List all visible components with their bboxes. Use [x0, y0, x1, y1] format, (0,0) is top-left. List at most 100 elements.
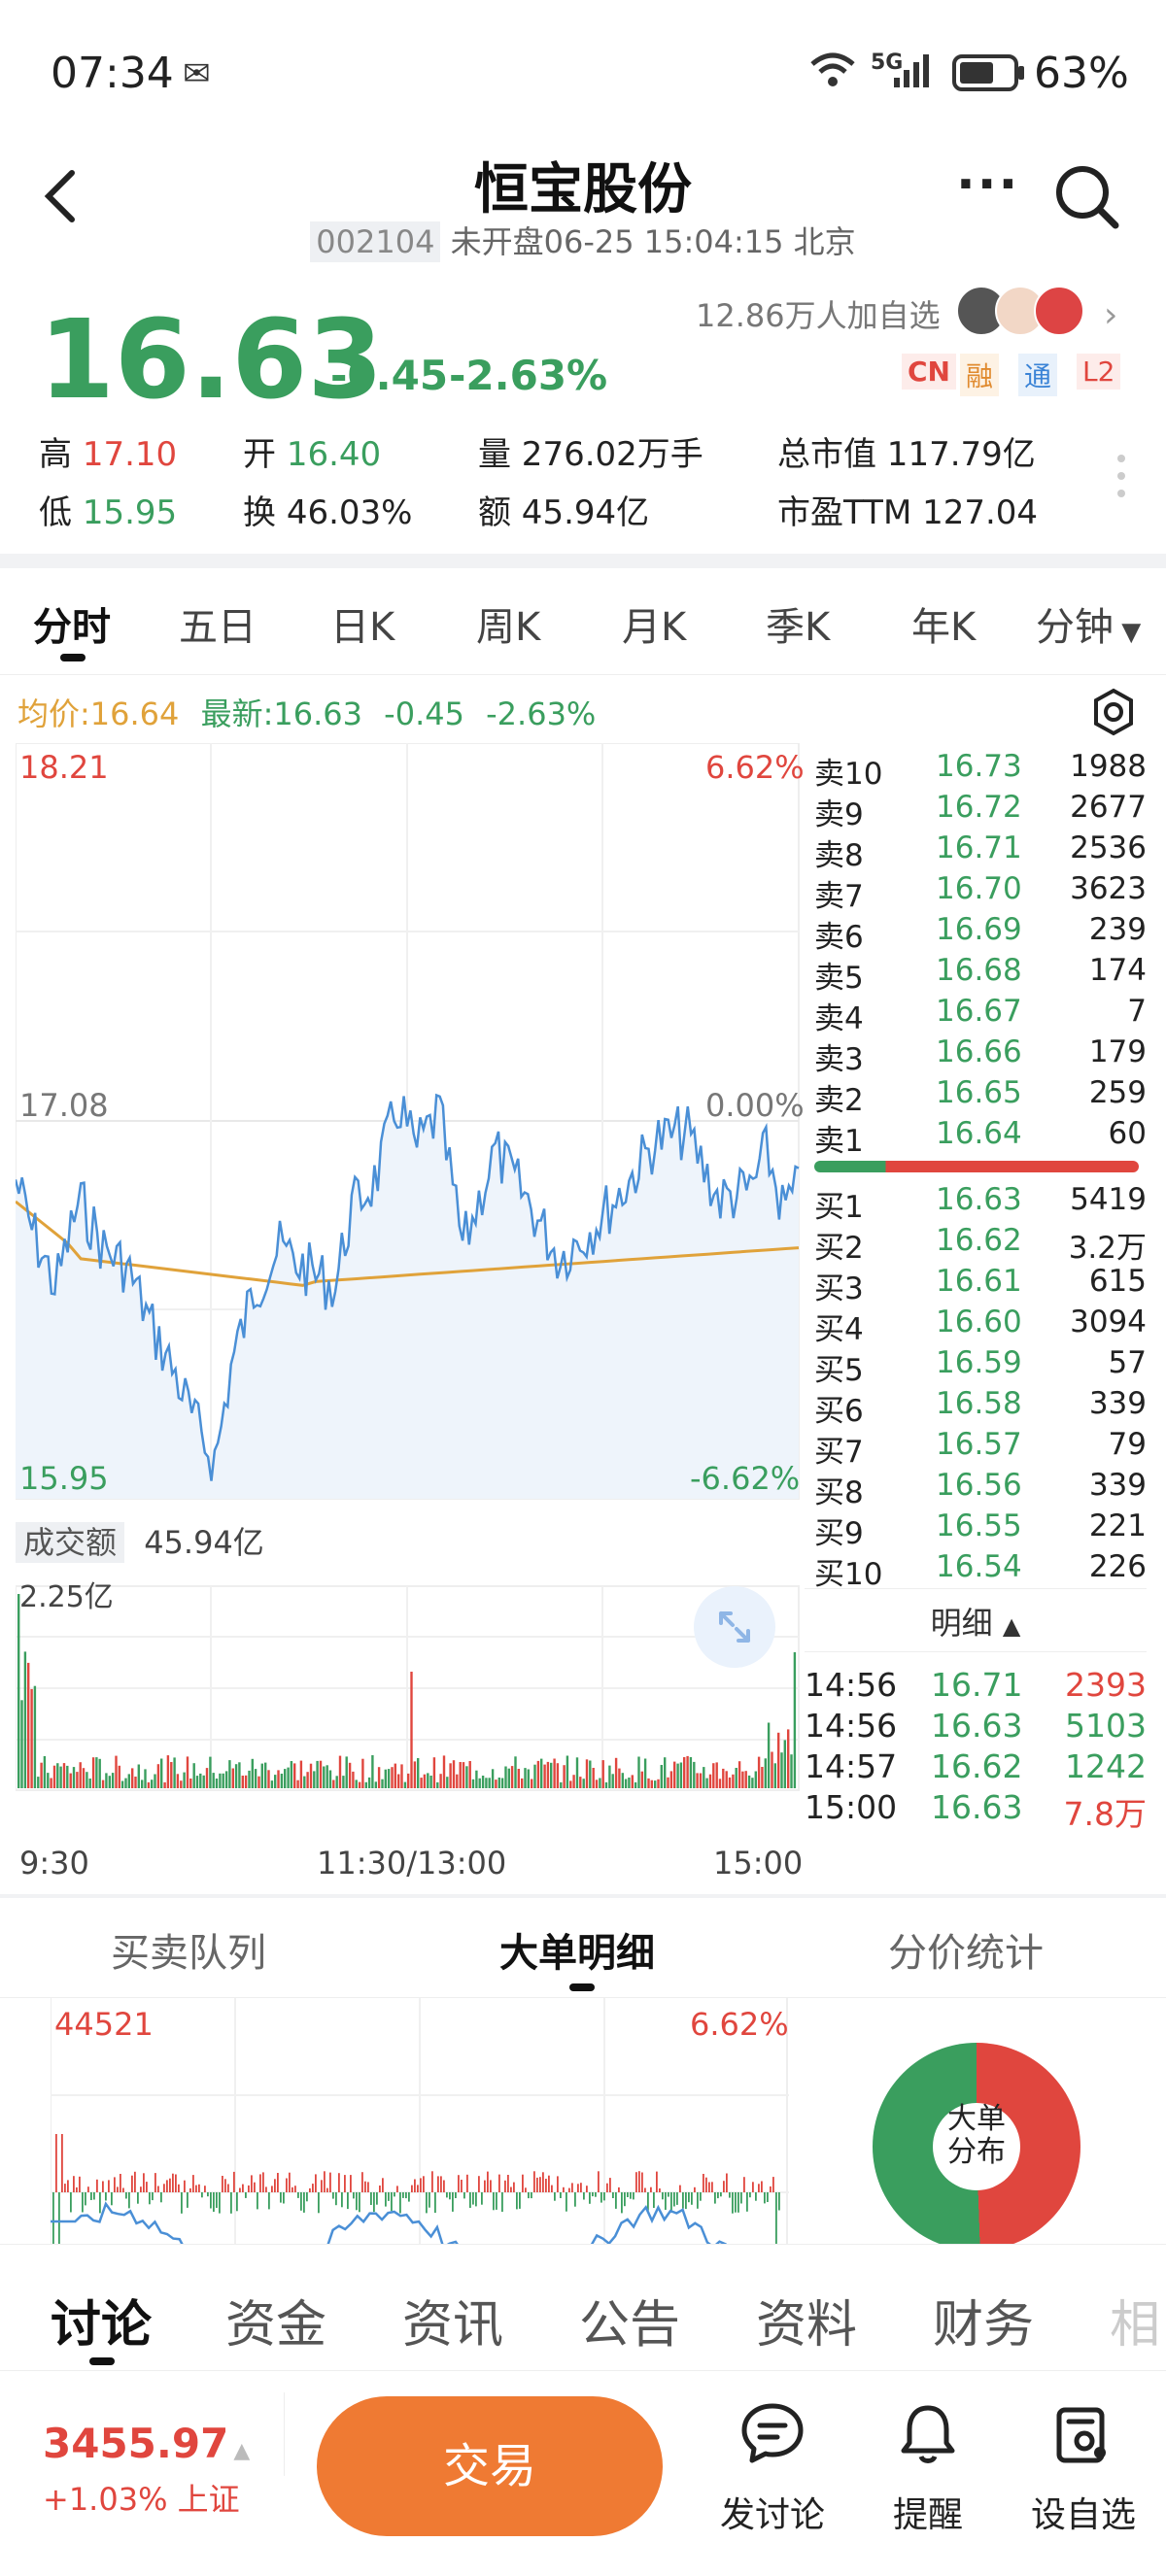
ask-row[interactable]: 卖3 16.66 179 — [814, 1034, 1147, 1077]
tab-funds[interactable]: 资金 — [225, 2296, 327, 2355]
tab-price-stats[interactable]: 分价统计 — [888, 1931, 1044, 1976]
tab-big-order[interactable]: 大单明细 — [499, 1931, 655, 1976]
chat-icon — [741, 2403, 804, 2463]
ask-row[interactable]: 卖10 16.73 1988 — [814, 749, 1147, 792]
big-order-bar — [446, 2192, 448, 2198]
detail-toggle[interactable]: 明细 ▲ — [805, 1588, 1147, 1652]
caret-down-icon: ▼ — [1114, 618, 1142, 647]
trade-button[interactable]: 交易 — [317, 2396, 663, 2536]
volume-bar — [105, 1773, 108, 1788]
bid-row[interactable]: 买7 16.57 79 — [814, 1427, 1147, 1470]
ask-row[interactable]: 卖5 16.68 174 — [814, 953, 1147, 996]
volume-bar — [556, 1763, 560, 1788]
badge-cn[interactable]: CN — [902, 354, 956, 390]
tab-news[interactable]: 资讯 — [402, 2296, 504, 2355]
bid-row[interactable]: 买6 16.58 339 — [814, 1386, 1147, 1429]
index-ticker[interactable]: 3455.97 ▲ +1.03% 上证 — [43, 2420, 250, 2520]
tab-quarterly-k[interactable]: 季K — [766, 605, 831, 650]
badge-connect[interactable]: 通 — [1018, 354, 1058, 396]
volume-label[interactable]: 成交额 — [16, 1522, 125, 1563]
volume-bar — [260, 1763, 263, 1788]
volume-bar — [338, 1755, 342, 1788]
stat-low: 低 15.95 — [39, 486, 177, 533]
back-icon[interactable] — [39, 167, 82, 225]
volume-bar — [546, 1761, 550, 1788]
volume-bar — [442, 1755, 446, 1788]
ask-row[interactable]: 卖6 16.69 239 — [814, 912, 1147, 955]
watchers-count[interactable]: 12.86万人加自选 — [696, 297, 941, 334]
tab-profile[interactable]: 资料 — [756, 2296, 858, 2355]
big-order-bar — [195, 2185, 197, 2192]
reminder-button[interactable]: 提醒 — [855, 2400, 1001, 2537]
tab-discussion[interactable]: 讨论 — [51, 2296, 153, 2355]
ask-row[interactable]: 卖1 16.64 60 — [814, 1116, 1147, 1159]
more-icon[interactable]: ··· — [956, 155, 1020, 214]
search-icon[interactable] — [1053, 163, 1121, 231]
big-order-bar — [668, 2192, 669, 2197]
volume-bar — [400, 1764, 403, 1788]
badge-margin[interactable]: 融 — [960, 354, 1000, 396]
ask-row[interactable]: 卖4 16.67 7 — [814, 994, 1147, 1036]
big-order-bar — [717, 2192, 719, 2199]
volume-bar — [744, 1771, 747, 1788]
big-order-chart[interactable] — [51, 1998, 793, 2244]
bid-volume: 57 — [1108, 1345, 1147, 1380]
bid-row[interactable]: 买1 16.63 5419 — [814, 1182, 1147, 1225]
bid-row[interactable]: 买9 16.55 221 — [814, 1508, 1147, 1551]
volume-bar — [708, 1774, 712, 1788]
more-stats-icon[interactable] — [1117, 455, 1127, 497]
bid-row[interactable]: 买10 16.54 226 — [814, 1549, 1147, 1592]
ask-row[interactable]: 卖9 16.72 2677 — [814, 790, 1147, 832]
volume-bar — [241, 1776, 244, 1788]
tab-weekly-k[interactable]: 周K — [476, 605, 541, 650]
volume-bar — [144, 1769, 147, 1788]
big-order-bar — [70, 2192, 72, 2213]
active-tab-indicator — [60, 654, 86, 661]
bid-row[interactable]: 买3 16.61 615 — [814, 1264, 1147, 1306]
bid-row[interactable]: 买8 16.56 339 — [814, 1468, 1147, 1510]
tab-monthly-k[interactable]: 月K — [622, 605, 687, 650]
bid-volume: 3.2万 — [1068, 1231, 1147, 1266]
big-order-bar — [778, 2192, 780, 2211]
tab-announcements[interactable]: 公告 — [579, 2296, 681, 2355]
bid-label: 买4 — [814, 1312, 864, 1347]
content-tabs: 讨论 资金 资讯 公告 资料 财务 相 — [0, 2244, 1166, 2370]
tab-minute[interactable]: 分钟 ▼ — [1036, 595, 1141, 652]
ask-row[interactable]: 卖2 16.65 259 — [814, 1075, 1147, 1118]
volume-bar — [299, 1760, 303, 1788]
volume-bar — [47, 1773, 50, 1788]
tab-daily-k[interactable]: 日K — [330, 605, 395, 650]
tab-financials[interactable]: 财务 — [933, 2296, 1035, 2355]
big-order-bar — [192, 2175, 194, 2192]
bid-row[interactable]: 买5 16.59 57 — [814, 1345, 1147, 1388]
bid-volume: 339 — [1088, 1386, 1147, 1421]
volume-bar — [475, 1770, 478, 1788]
big-order-bar — [122, 2187, 124, 2192]
settings-icon[interactable] — [1088, 687, 1139, 737]
big-order-bar — [137, 2192, 139, 2204]
ask-row[interactable]: 卖7 16.70 3623 — [814, 871, 1147, 914]
big-order-donut[interactable]: 大单 分布 — [873, 2043, 1080, 2244]
tab-related[interactable]: 相 — [1110, 2296, 1161, 2355]
avatar-group[interactable] — [956, 286, 1088, 338]
bid-row[interactable]: 买2 16.62 3.2万 — [814, 1223, 1147, 1266]
volume-bar — [728, 1777, 732, 1788]
tab-order-queue[interactable]: 买卖队列 — [111, 1931, 266, 1976]
post-discussion-button[interactable]: 发讨论 — [700, 2400, 845, 2537]
big-order-bar — [292, 2186, 293, 2192]
badge-l2[interactable]: L2 — [1077, 354, 1121, 390]
price-chart[interactable] — [16, 743, 801, 1792]
volume-bar — [244, 1775, 248, 1788]
volume-bar — [91, 1757, 95, 1788]
reminder-label: 提醒 — [892, 2495, 963, 2535]
tab-five-day[interactable]: 五日 — [179, 605, 257, 650]
bid-row[interactable]: 买4 16.60 3094 — [814, 1305, 1147, 1347]
divider — [0, 554, 1166, 568]
tab-yearly-k[interactable]: 年K — [911, 605, 977, 650]
chevron-right-icon[interactable]: › — [1104, 295, 1118, 335]
add-watchlist-button[interactable]: 设自选 — [1011, 2400, 1156, 2537]
ask-row[interactable]: 卖8 16.71 2536 — [814, 830, 1147, 873]
tab-intraday[interactable]: 分时 — [33, 605, 111, 650]
big-order-bar — [487, 2171, 489, 2192]
expand-icon[interactable] — [694, 1586, 775, 1668]
